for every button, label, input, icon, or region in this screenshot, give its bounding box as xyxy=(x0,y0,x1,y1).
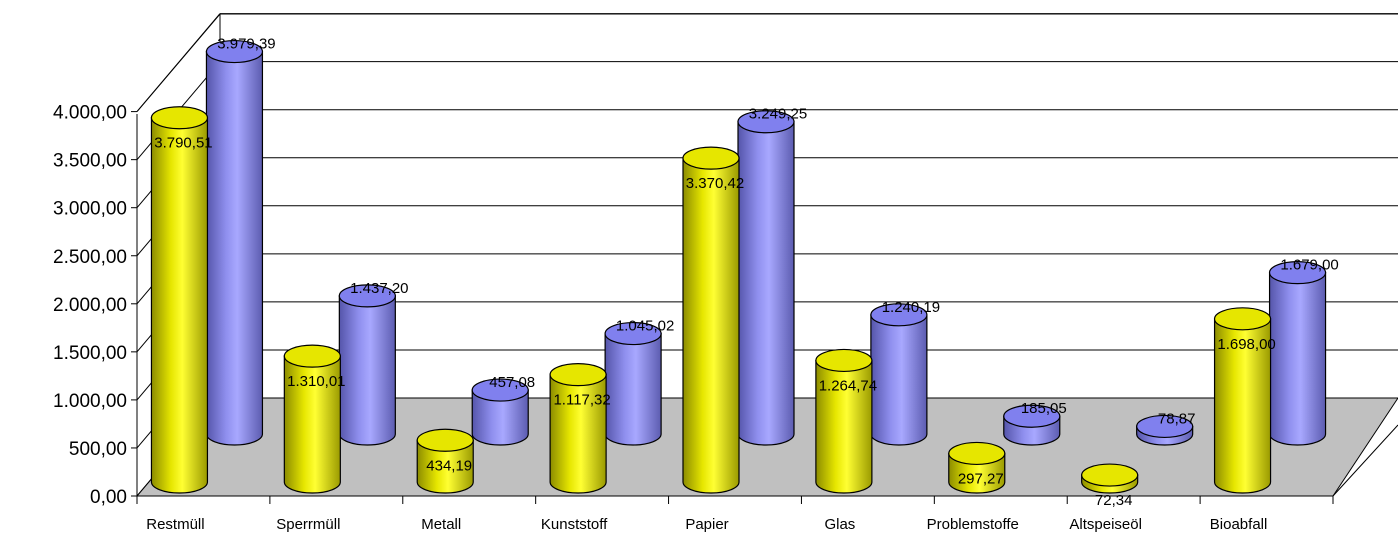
bar-series1-top xyxy=(1215,308,1271,330)
category-label: Restmüll xyxy=(146,516,204,533)
category-label: Glas xyxy=(824,516,855,533)
gridlines xyxy=(220,14,1398,350)
category-label: Bioabfall xyxy=(1210,516,1268,533)
bar-series1 xyxy=(151,107,207,493)
bar-series1 xyxy=(284,345,340,493)
data-label-series1: 1.310,01 xyxy=(287,373,345,390)
bar-series1 xyxy=(816,349,872,493)
bar-series1-top xyxy=(1082,464,1138,486)
y-tick-label: 0,00 xyxy=(90,487,127,508)
data-label-series1: 1.698,00 xyxy=(1217,336,1275,353)
bars xyxy=(151,41,1325,493)
bar-series1 xyxy=(683,147,739,493)
bar-series2 xyxy=(339,285,395,445)
bar-series1 xyxy=(1082,464,1138,493)
bar-series2 xyxy=(871,304,927,445)
bar-series1-top xyxy=(550,364,606,386)
category-label: Sperrmüll xyxy=(276,516,340,533)
bar-series2 xyxy=(206,41,262,445)
category-label: Altspeiseöl xyxy=(1069,516,1142,533)
bar-series2 xyxy=(738,111,794,445)
bar-series1-top xyxy=(417,429,473,451)
category-label: Metall xyxy=(421,516,461,533)
data-label-series1: 1.264,74 xyxy=(819,377,877,394)
bar-series1-body xyxy=(151,118,207,493)
y-tick-label: 500,00 xyxy=(69,439,127,460)
data-label-series1: 3.370,42 xyxy=(686,175,744,192)
y-tick-label: 3.000,00 xyxy=(53,199,127,220)
data-label-series2: 1.437,20 xyxy=(350,280,408,297)
data-label-series1: 72,34 xyxy=(1095,492,1133,509)
bar-series1-top xyxy=(151,107,207,129)
bar-series1-body xyxy=(683,158,739,493)
bar-series2-body xyxy=(339,296,395,445)
data-label-series1: 1.117,32 xyxy=(553,392,610,409)
data-label-series2: 185,05 xyxy=(1021,400,1067,417)
bar-series1-top xyxy=(683,147,739,169)
data-label-series1: 434,19 xyxy=(426,457,472,474)
y-tick-label: 2.000,00 xyxy=(53,295,127,316)
data-label-series1: 3.790,51 xyxy=(154,135,212,152)
bar-series2-body xyxy=(206,52,262,445)
category-label: Problemstoffe xyxy=(927,516,1019,533)
data-label-series2: 3.249,25 xyxy=(749,106,807,123)
y-tick-label: 4.000,00 xyxy=(53,103,127,124)
data-label-series2: 78,87 xyxy=(1158,410,1196,427)
y-tick-label: 1.500,00 xyxy=(53,343,127,364)
x-axis-category-labels: Restmüll Sperrmüll Metall Kunststoff Papier G… xyxy=(137,496,1333,533)
bar-series2-body xyxy=(871,315,927,445)
bar-series2 xyxy=(1270,262,1326,445)
y-axis-tick-labels: 0,00 500,00 1.000,00 1.500,00 2.000,00 2.500,… xyxy=(53,103,137,508)
bar-series1 xyxy=(550,364,606,493)
bar-series2-body xyxy=(738,122,794,445)
y-tick-label: 3.500,00 xyxy=(53,151,127,172)
y-tick-label: 2.500,00 xyxy=(53,247,127,268)
category-label: Papier xyxy=(685,516,728,533)
bar-series1-top xyxy=(949,442,1005,464)
bar-series1-top xyxy=(284,345,340,367)
category-label: Kunststoff xyxy=(541,516,608,533)
y-tick-label: 1.000,00 xyxy=(53,391,127,412)
bar-series2-body xyxy=(605,334,661,445)
data-label-series2: 457,08 xyxy=(489,374,535,391)
bar-series2-body xyxy=(1270,273,1326,445)
data-label-series2: 1.679,00 xyxy=(1280,257,1338,274)
bar-series2 xyxy=(605,323,661,445)
data-label-series2: 1.045,02 xyxy=(616,318,674,335)
data-label-series2: 3.979,39 xyxy=(217,36,275,53)
data-label-series1: 297,27 xyxy=(958,470,1004,487)
data-label-series2: 1.240,19 xyxy=(882,299,940,316)
bar-series1-top xyxy=(816,349,872,371)
